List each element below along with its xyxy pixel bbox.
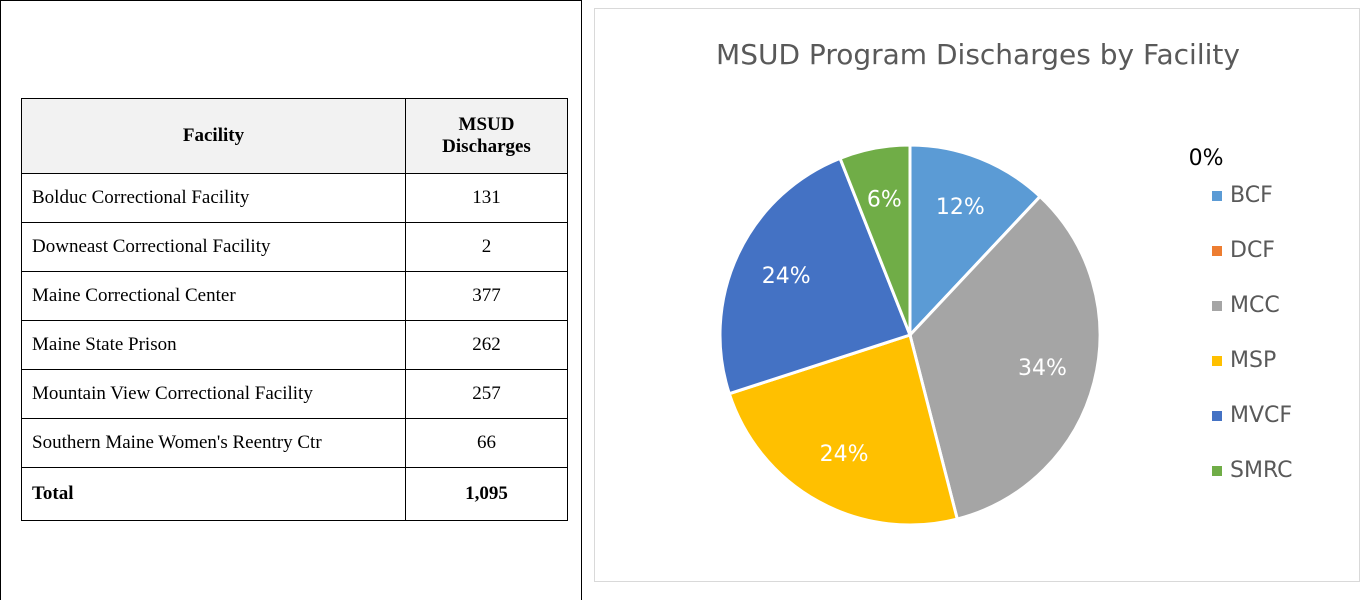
header-row: Facility MSUD Discharges [21, 98, 568, 174]
total-row: Total 1,095 [21, 467, 568, 521]
legend-label: BCF [1230, 183, 1273, 208]
legend-label: MCC [1230, 293, 1280, 318]
data-row: Mountain View Correctional Facility 257 [21, 369, 568, 419]
data-label: 12% [936, 195, 985, 220]
cell: 1,095 [405, 467, 568, 521]
cell: Downeast Correctional Facility [21, 222, 406, 272]
legend-swatch [1212, 246, 1222, 256]
data-label: 24% [820, 442, 869, 467]
cell: 257 [405, 369, 568, 419]
cell: Southern Maine Women's Reentry Ctr [21, 418, 406, 468]
data-row: Southern Maine Women's Reentry Ctr 66 [21, 418, 568, 468]
cell: 131 [405, 173, 568, 223]
legend-label: MVCF [1230, 403, 1292, 428]
data-label: 6% [867, 188, 902, 213]
data-label: 24% [762, 264, 811, 289]
legend-swatch [1212, 356, 1222, 366]
legend-swatch [1212, 411, 1222, 421]
cell: 262 [405, 320, 568, 370]
table-panel: Facility MSUD Discharges Bolduc Correcti… [0, 0, 582, 600]
pie-slice [838, 143, 912, 336]
data-row: Maine Correctional Center 377 [21, 271, 568, 321]
legend-label: MSP [1230, 348, 1276, 373]
cell: Bolduc Correctional Facility [21, 173, 406, 223]
legend-swatch [1212, 191, 1222, 201]
cell: 377 [405, 271, 568, 321]
pie-slice [908, 194, 1102, 521]
pie-slice [908, 143, 1043, 339]
legend-swatch [1212, 466, 1222, 476]
cell: Total [21, 467, 406, 521]
cell: Maine Correctional Center [21, 271, 406, 321]
pie-slice [727, 333, 960, 527]
chart: MSUD Program Discharges by Facility 12% 0… [594, 8, 1360, 582]
legend-label: SMRC [1230, 458, 1293, 483]
cell: 2 [405, 222, 568, 272]
cell: Maine State Prison [21, 320, 406, 370]
data-label: 0% [1189, 146, 1224, 171]
discharge-table: Facility MSUD Discharges Bolduc Correcti… [21, 98, 568, 521]
data-row: Bolduc Correctional Facility 131 [21, 173, 568, 223]
header-cell: MSUD Discharges [405, 98, 568, 174]
chart-title: MSUD Program Discharges by Facility [716, 38, 1240, 71]
data-label: 34% [1018, 356, 1067, 381]
header-cell: Facility [21, 98, 406, 174]
data-row: Downeast Correctional Facility 2 [21, 222, 568, 272]
legend-label: DCF [1230, 238, 1275, 263]
cell: Mountain View Correctional Facility [21, 369, 406, 419]
cell: 66 [405, 418, 568, 468]
legend-swatch [1212, 301, 1222, 311]
data-row: Maine State Prison 262 [21, 320, 568, 370]
